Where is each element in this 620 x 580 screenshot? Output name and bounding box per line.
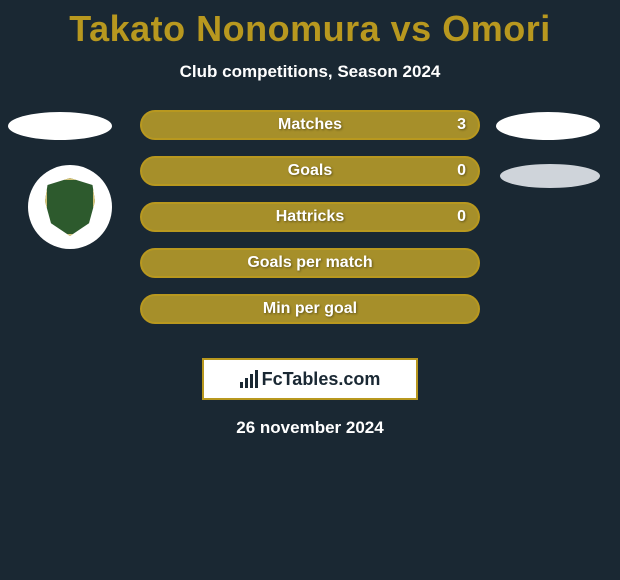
club-badge	[28, 165, 112, 249]
stat-right-value: 0	[457, 208, 466, 226]
stat-label: Hattricks	[276, 208, 344, 226]
stat-right-value: 3	[457, 116, 466, 134]
player-left-avatar-placeholder	[8, 112, 112, 140]
subtitle: Club competitions, Season 2024	[0, 62, 620, 82]
stat-label: Min per goal	[263, 300, 357, 318]
comparison-panel: Matches 3 Goals 0 Hattricks 0 Goals per …	[0, 110, 620, 350]
source-logo-box: FcTables.com	[202, 358, 418, 400]
player-right-avatar-placeholder-2	[500, 164, 600, 188]
logo-label: FcTables.com	[262, 369, 381, 390]
stat-label: Goals	[288, 162, 332, 180]
stat-row-matches: Matches 3	[140, 110, 480, 140]
stat-label: Goals per match	[247, 254, 372, 272]
stat-right-value: 0	[457, 162, 466, 180]
page-title: Takato Nonomura vs Omori	[0, 0, 620, 50]
shield-icon	[45, 178, 95, 236]
player-right-avatar-placeholder	[496, 112, 600, 140]
stat-row-hattricks: Hattricks 0	[140, 202, 480, 232]
stat-row-gpm: Goals per match	[140, 248, 480, 278]
bars-icon	[240, 370, 258, 388]
stat-row-goals: Goals 0	[140, 156, 480, 186]
stat-label: Matches	[278, 116, 342, 134]
footer-date: 26 november 2024	[0, 418, 620, 438]
source-logo: FcTables.com	[240, 369, 381, 390]
stat-row-mpg: Min per goal	[140, 294, 480, 324]
stats-rows: Matches 3 Goals 0 Hattricks 0 Goals per …	[140, 110, 480, 340]
